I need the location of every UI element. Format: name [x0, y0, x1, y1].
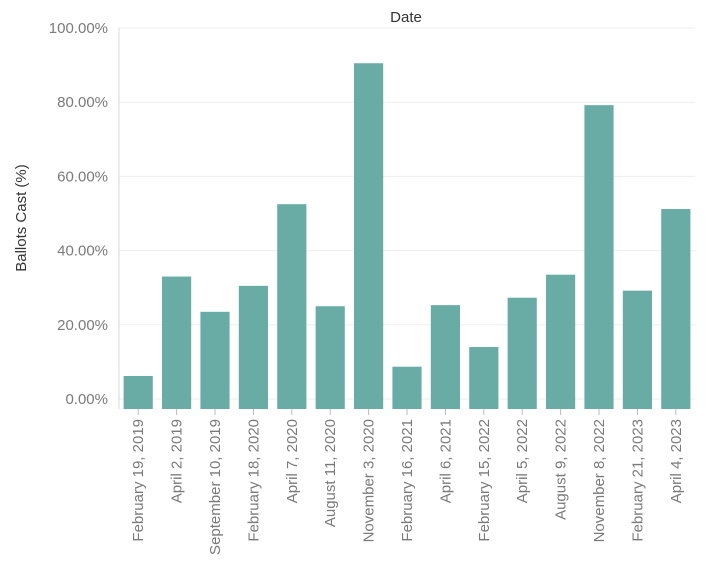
x-tick-label: February 18, 2020 [245, 419, 262, 542]
y-tick-label: 60.00% [57, 168, 108, 185]
x-tick-label: August 9, 2022 [553, 419, 570, 520]
y-tick-label: 100.00% [49, 20, 108, 37]
x-tick-label: February 21, 2023 [629, 419, 646, 542]
x-tick-label: April 5, 2022 [514, 419, 531, 503]
x-tick-label: August 11, 2020 [322, 419, 339, 527]
bar [315, 306, 345, 409]
bars [123, 63, 691, 410]
y-axis-ticks: 0.00% 20.00% 40.00% 60.00% 80.00% 100.00% [49, 20, 108, 408]
x-tick-label: April 6, 2021 [437, 419, 454, 503]
bar [238, 285, 268, 409]
bar [661, 209, 691, 409]
x-tick-label: September 10, 2019 [207, 419, 224, 555]
bar [354, 63, 384, 409]
bar [622, 290, 652, 409]
bar [277, 204, 307, 409]
y-tick-label: 0.00% [65, 391, 108, 408]
bar [430, 305, 460, 409]
x-tick-label: February 19, 2019 [130, 419, 147, 542]
y-tick-label: 20.00% [57, 317, 108, 334]
x-tick-label: April 7, 2020 [284, 419, 301, 503]
x-tick-label: April 4, 2023 [668, 419, 685, 503]
x-tick-label: November 8, 2022 [591, 419, 608, 542]
bar [392, 366, 422, 409]
bar [546, 274, 576, 409]
bar [200, 311, 230, 409]
x-tick-label: February 15, 2022 [476, 419, 493, 542]
x-tick-label: February 16, 2021 [399, 419, 416, 542]
bar [123, 375, 153, 409]
x-axis-ticks: February 19, 2019 April 2, 2019 September … [130, 409, 685, 555]
y-tick-label: 80.00% [57, 94, 108, 111]
y-tick-label: 40.00% [57, 243, 108, 260]
bar [162, 276, 192, 409]
bar [507, 297, 537, 409]
x-tick-label: November 3, 2020 [361, 419, 378, 542]
bar [584, 105, 614, 410]
bar [469, 347, 499, 409]
x-axis-title: Date [390, 9, 422, 26]
x-tick-label: April 2, 2019 [169, 419, 186, 503]
y-axis-title: Ballots Cast (%) [13, 164, 30, 272]
